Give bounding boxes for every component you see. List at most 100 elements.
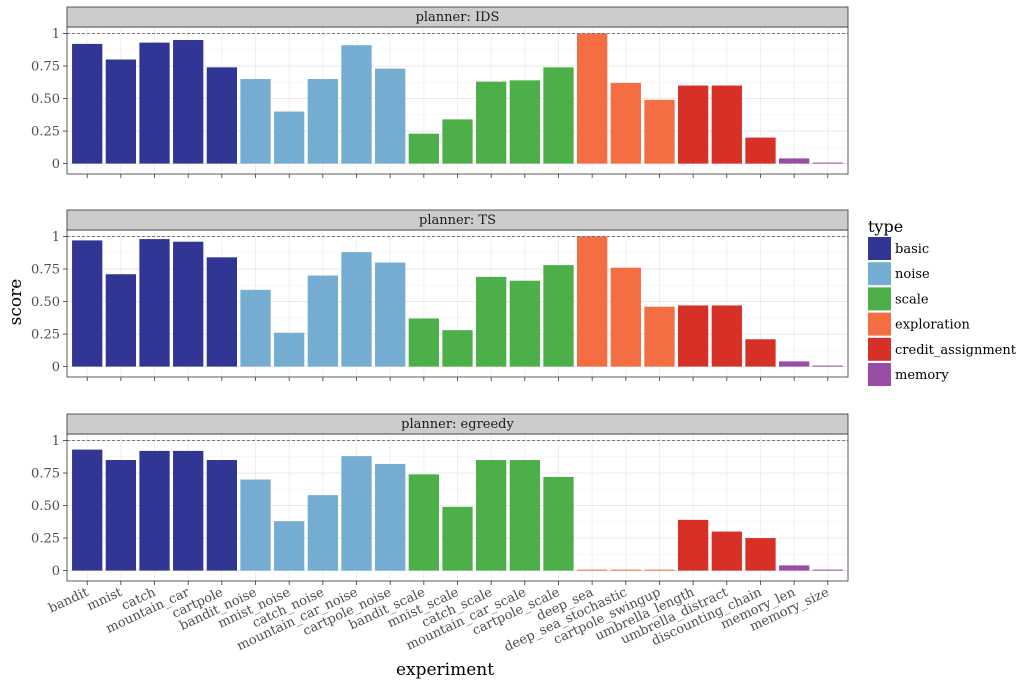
bar-mountain_car_scale <box>509 280 540 367</box>
y-tick-label: 0 <box>52 157 60 172</box>
y-tick-label: 0.25 <box>31 532 60 547</box>
facet-strip <box>66 6 849 28</box>
bar-bandit <box>72 240 103 367</box>
y-tick-label: 0.75 <box>31 263 60 278</box>
bar-mountain_car <box>173 40 204 164</box>
bar-bandit_noise <box>240 479 271 571</box>
bar-deep_sea <box>577 33 608 164</box>
y-tick-label: 0 <box>52 564 60 579</box>
legend-label-scale: scale <box>895 292 929 307</box>
bar-bandit_scale <box>408 133 439 164</box>
legend-label-credit_assignment: credit_assignment <box>895 343 1017 358</box>
facet-strip-label: planner: TS <box>419 213 496 228</box>
bar-umbrella_length <box>677 305 709 367</box>
bar-mountain_car_noise <box>341 45 372 164</box>
y-tick-label: 1 <box>52 434 60 449</box>
bar-catch <box>139 239 170 367</box>
bar-catch_scale <box>476 81 507 164</box>
legend-key-memory <box>868 363 891 386</box>
y-tick-label: 0.25 <box>31 328 60 343</box>
bar-deep_sea_stochastic <box>610 267 641 367</box>
bar-mnist_noise <box>274 521 305 571</box>
bar-catch_scale <box>476 460 507 571</box>
bar-mountain_car <box>173 450 204 571</box>
y-tick-label: 0.75 <box>31 60 60 75</box>
bar-catch_scale <box>476 276 507 367</box>
bar-memory_size <box>812 162 843 164</box>
bar-cartpole_noise <box>375 68 406 164</box>
facet-strip <box>66 413 849 435</box>
legend-label-basic: basic <box>895 242 929 257</box>
facet-panels: planner: IDS 0 0.25 0.50 0.75 1 planner: TS 0 0.… <box>31 6 849 585</box>
bar-mnist <box>105 59 137 164</box>
bar-catch <box>139 42 170 164</box>
y-tick-label: 0.75 <box>31 467 60 482</box>
bar-catch_noise <box>307 275 338 367</box>
bar-cartpole_swingup <box>644 99 675 164</box>
legend: type basic noise scale exploration credit_as… <box>868 217 1017 386</box>
facet-panel-IDS: planner: IDS 0 0.25 0.50 0.75 1 <box>31 6 849 178</box>
bar-mountain_car_scale <box>509 460 540 571</box>
legend-key-exploration <box>868 312 891 336</box>
bar-catch_noise <box>307 495 338 571</box>
bar-cartpole_scale <box>543 265 574 367</box>
bar-bandit_scale <box>408 474 439 571</box>
bar-mnist_noise <box>274 332 305 367</box>
bar-bandit_scale <box>408 318 439 367</box>
legend-label-exploration: exploration <box>895 318 971 333</box>
bar-deep_sea <box>577 569 608 571</box>
legend-label-memory: memory <box>895 368 949 383</box>
bar-mountain_car <box>173 241 204 367</box>
bar-mnist <box>105 274 137 367</box>
bar-mountain_car_noise <box>341 456 372 571</box>
bar-memory_len <box>778 158 810 164</box>
bar-deep_sea <box>577 236 608 367</box>
bar-deep_sea_stochastic <box>610 82 641 164</box>
legend-title: type <box>868 217 903 236</box>
y-axis-title: score <box>6 279 26 326</box>
bar-umbrella_distract <box>711 85 742 164</box>
facet-strip <box>66 209 849 231</box>
bar-memory_size <box>812 569 843 571</box>
y-tick-label: 1 <box>52 27 60 42</box>
bar-cartpole_noise <box>375 463 406 571</box>
bar-catch_noise <box>307 79 338 164</box>
y-tick-label: 0.50 <box>31 499 60 514</box>
bar-mnist_scale <box>442 506 473 571</box>
bar-mountain_car_scale <box>509 80 540 164</box>
x-axis-title: experiment <box>396 660 494 680</box>
bar-cartpole <box>206 257 238 367</box>
legend-key-credit_assignment <box>868 337 891 361</box>
bar-discounting_chain <box>745 137 776 164</box>
legend-key-basic <box>868 237 891 260</box>
facet-panel-TS: planner: TS 0 0.25 0.50 0.75 1 <box>31 209 849 381</box>
bar-umbrella_length <box>677 85 709 164</box>
bar-discounting_chain <box>745 339 776 367</box>
bar-cartpole_noise <box>375 262 406 367</box>
y-tick-label: 0.25 <box>31 125 60 140</box>
bar-deep_sea_stochastic <box>610 569 641 571</box>
bar-mountain_car_noise <box>341 252 372 367</box>
bar-mnist_scale <box>442 330 473 367</box>
legend-label-noise: noise <box>895 267 930 282</box>
bar-bandit <box>72 449 103 571</box>
bar-discounting_chain <box>745 538 776 571</box>
facet-strip-label: planner: IDS <box>416 10 500 25</box>
bar-cartpole_swingup <box>644 306 675 367</box>
bar-mnist <box>105 460 137 571</box>
bar-umbrella_length <box>677 519 709 571</box>
bar-cartpole_scale <box>543 476 574 571</box>
x-axis-ticks: banditmnistcatchmountain_carcartpoleband… <box>46 585 831 655</box>
bar-memory_len <box>778 565 810 571</box>
bar-cartpole <box>206 67 238 164</box>
y-tick-label: 0 <box>52 360 60 375</box>
y-tick-label: 0.50 <box>31 92 60 107</box>
facet-panel-egreedy: planner: egreedy 0 0.25 0.50 0.75 1 <box>31 413 849 585</box>
bar-cartpole_swingup <box>644 569 675 571</box>
bar-catch <box>139 450 170 571</box>
bar-bandit_noise <box>240 289 271 367</box>
bar-memory_size <box>812 365 843 367</box>
y-tick-label: 0.50 <box>31 295 60 310</box>
y-tick-label: 1 <box>52 230 60 245</box>
